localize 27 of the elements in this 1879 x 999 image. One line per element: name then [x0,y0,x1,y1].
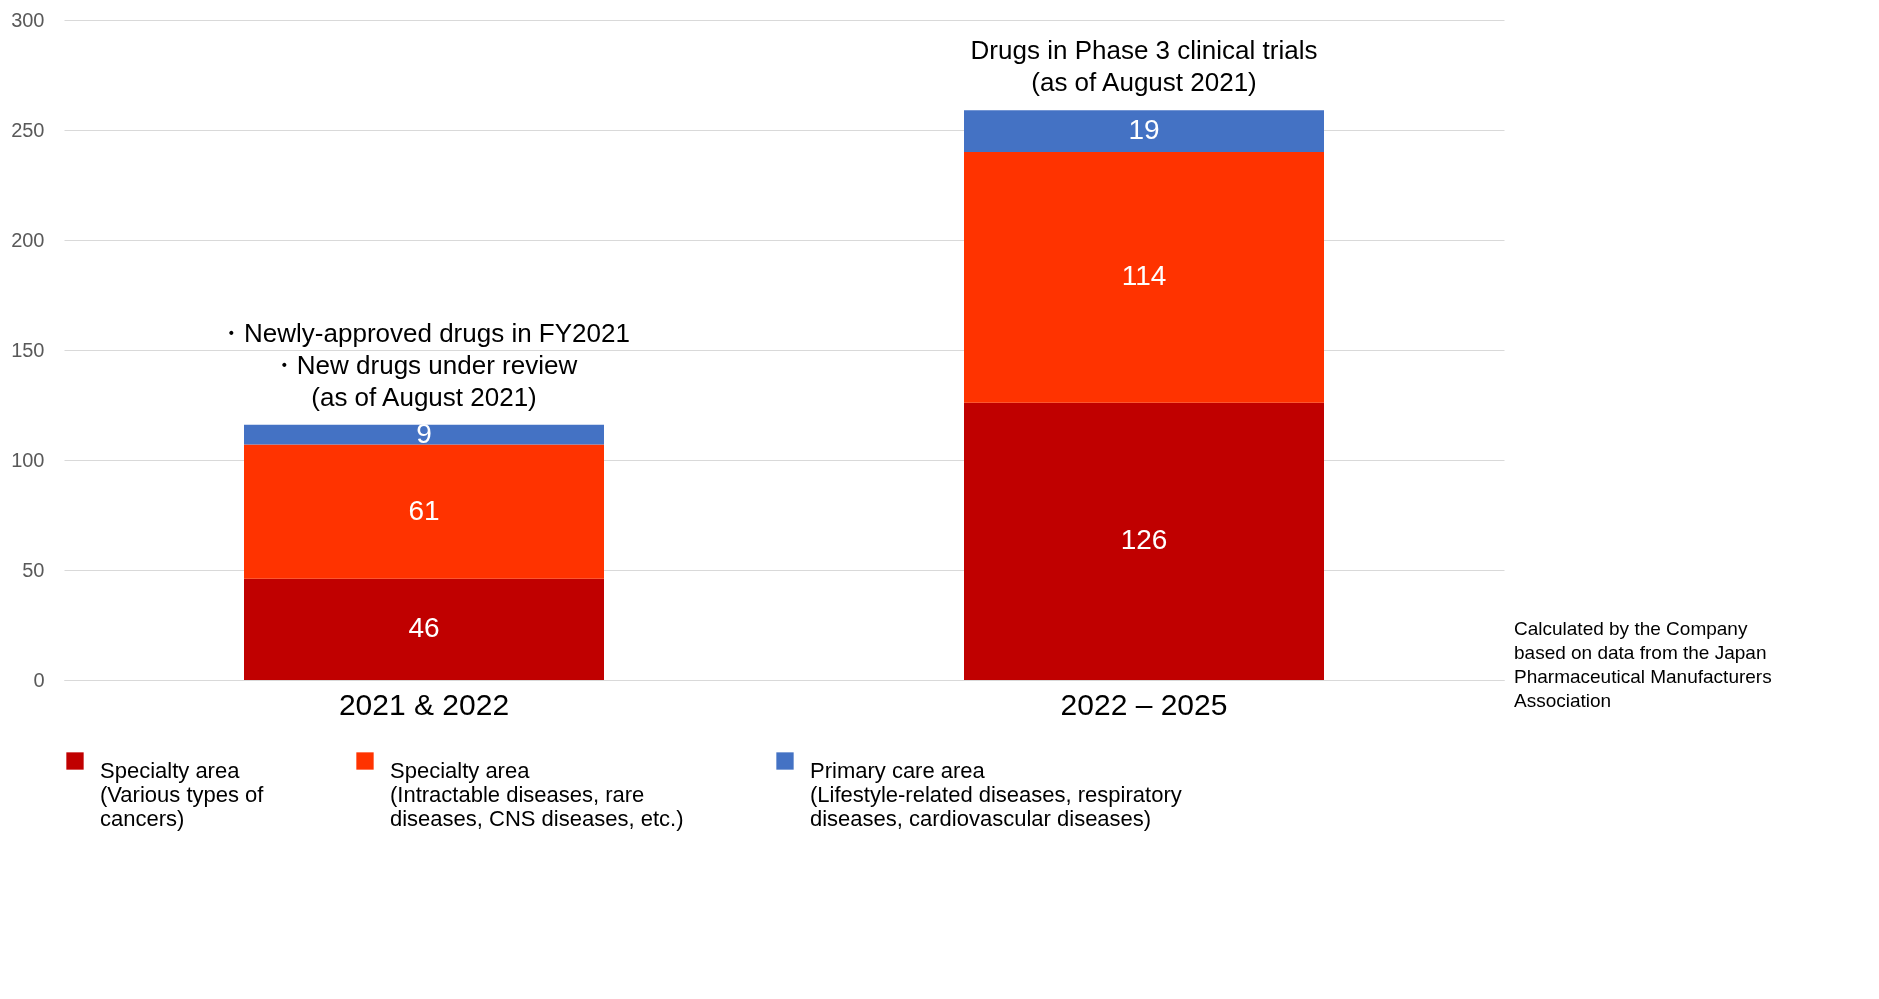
bar [964,110,1324,152]
bar [964,152,1324,403]
legend-label: Primary care area (Lifestyle-related diseases, respiratory diseases, cardiovascular diseases) [810,758,1182,831]
data-label: 19 [1128,114,1160,146]
y-tick-label: 150 [11,338,45,361]
y-tick-label: 200 [11,228,45,251]
data-label: 114 [1121,260,1167,292]
x-tick-label: 2021 & 2022 [338,687,510,721]
y-tick-label: 250 [11,118,45,141]
data-label: 9 [416,417,432,449]
text: Calculated by the Company based on data from the Japan Pharmaceutical Manufacturers Association [1514,618,1772,711]
data-label: 46 [408,612,440,644]
annotation: Drugs in Phase 3 clinical trials (as of August 2021) [970,35,1318,98]
bar [964,402,1324,680]
data-label: 126 [1120,524,1168,556]
bar [244,424,604,445]
y-tick-label: 300 [11,8,45,31]
annotation: ・Newly-approved drugs in FY2021 ・New drugs under review (as of August 2021) [218,317,630,412]
y-tick-label: 0 [33,668,45,691]
x-tick-label: 2022 – 2025 [1060,687,1228,721]
data-label: 61 [408,494,440,526]
legend-label: Specialty area (Various types of cancers) [100,758,265,831]
bar [244,444,604,579]
legend-label: Specialty area (Intractable diseases, rare diseases, CNS diseases, etc.) [390,758,684,831]
y-tick-label: 50 [22,558,45,581]
y-tick-label: 100 [11,448,45,471]
bar [244,578,604,680]
